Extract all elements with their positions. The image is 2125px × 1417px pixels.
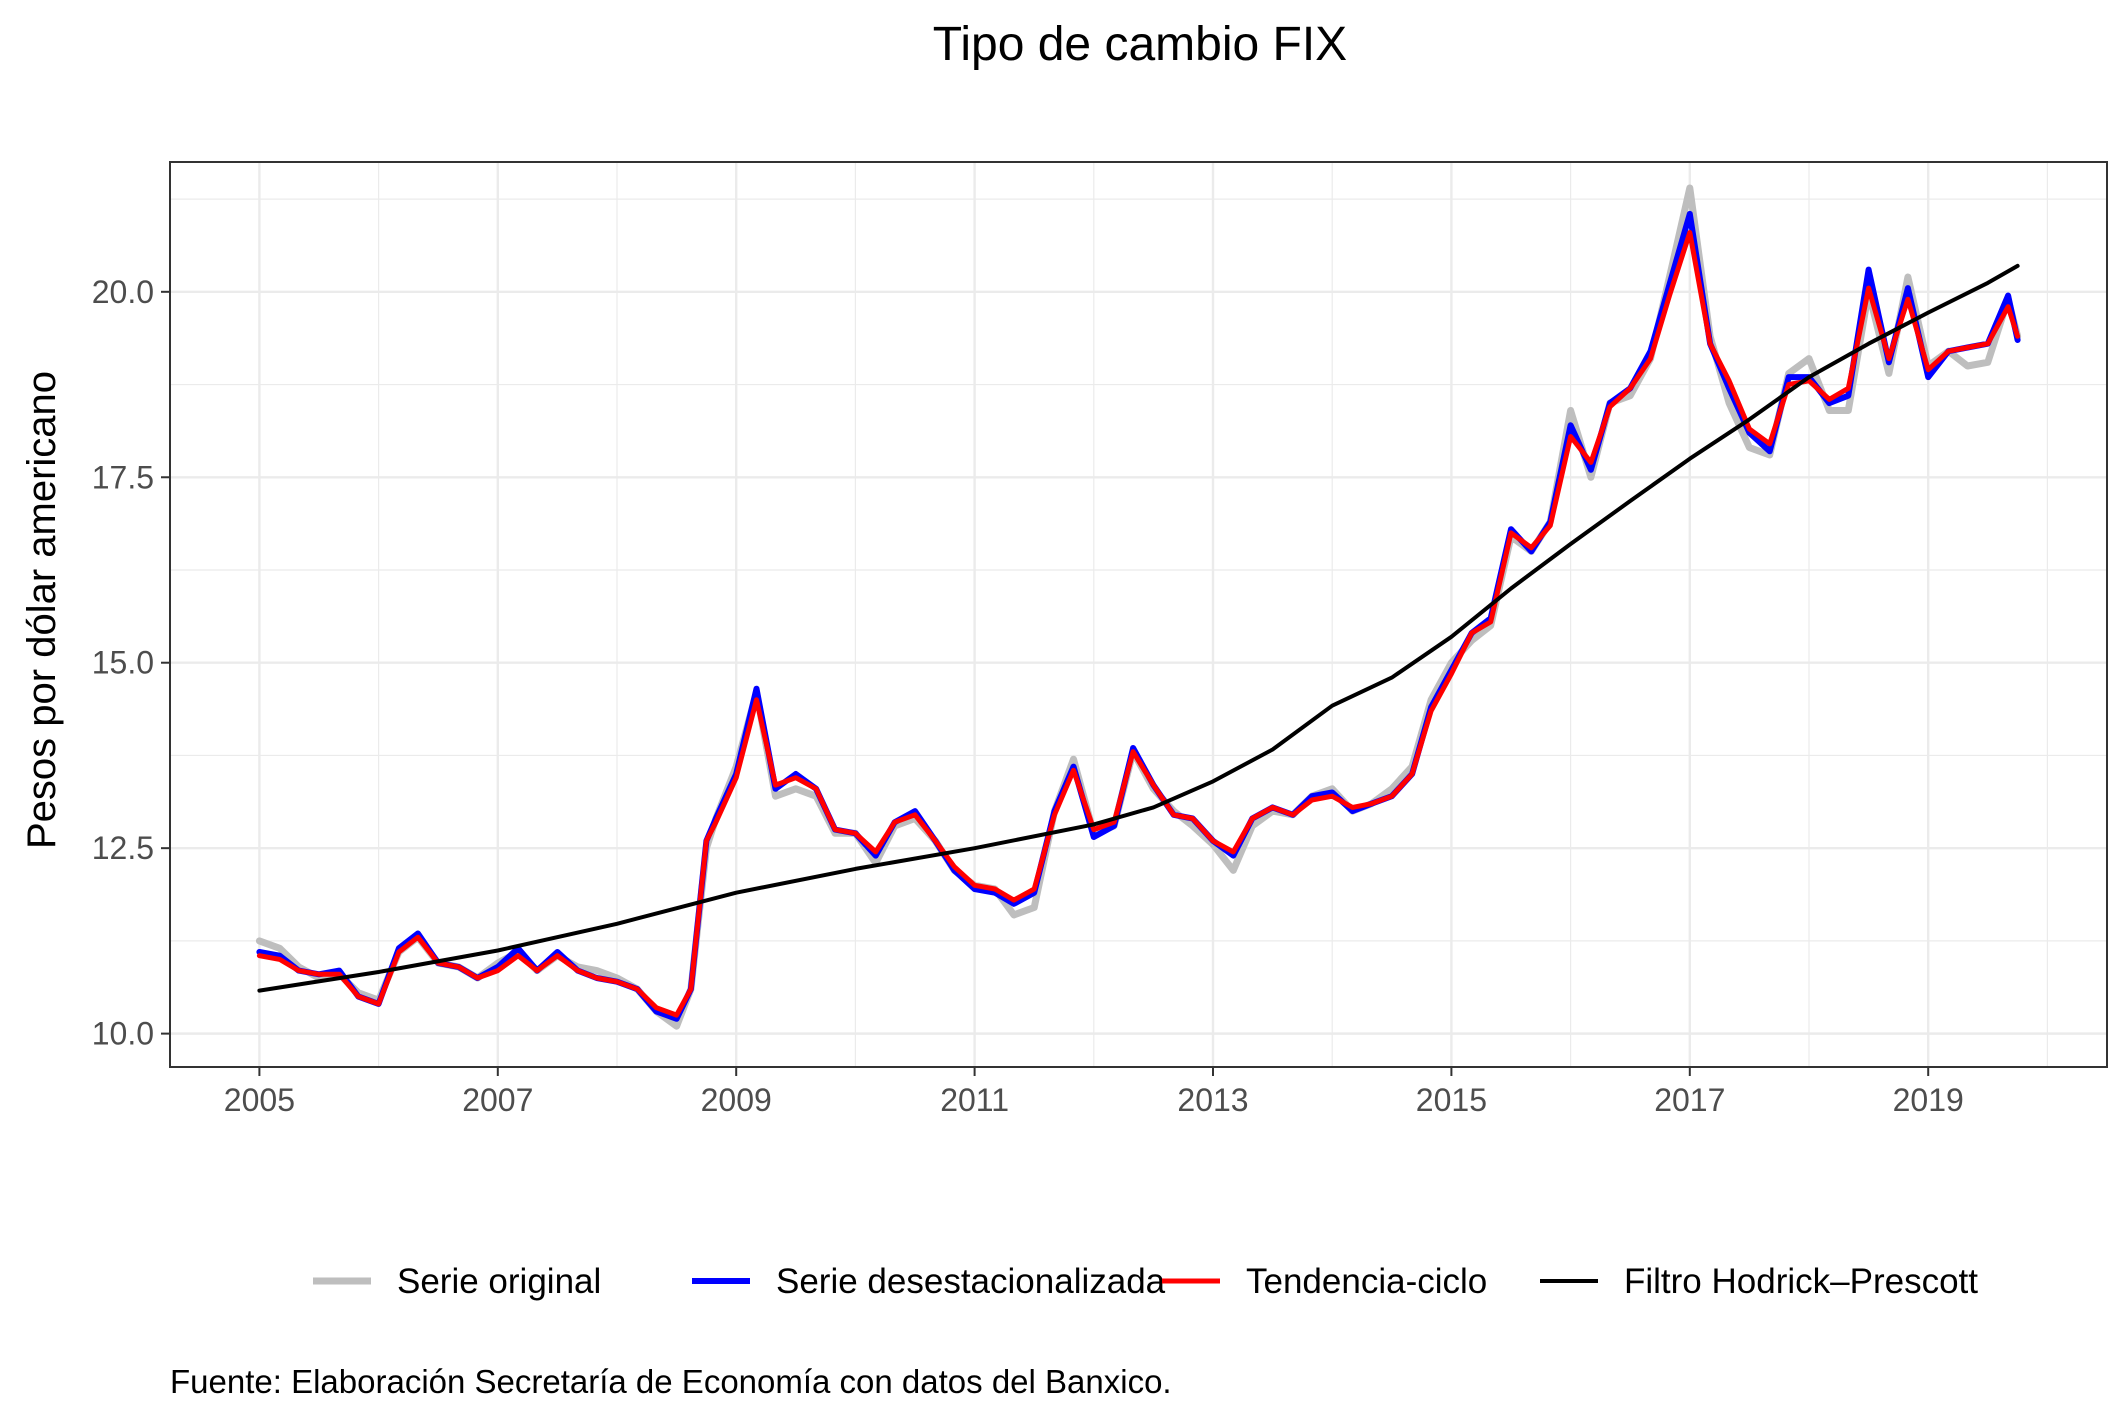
y-axis: 10.0 12.5 15.0 17.5 20.0 [92,274,170,1052]
grid-major [170,162,2107,1067]
x-tick-label: 2011 [940,1082,1009,1118]
x-axis: 2005 2007 2009 2011 2013 2015 2017 2019 [224,1067,1964,1118]
x-tick-label: 2005 [224,1082,295,1118]
x-tick-label: 2017 [1654,1082,1725,1118]
series-line-4 [257,263,2020,993]
series-line-3 [256,230,2021,1018]
plot-panel [169,161,2108,1068]
x-tick-label: 2015 [1416,1082,1487,1118]
legend-label-2: Serie desestacionalizada [776,1262,1166,1301]
chart-title: Tipo de cambio FIX [933,18,1347,71]
legend-label-3: Tendencia-ciclo [1246,1262,1487,1301]
y-tick-label: 15.0 [92,645,154,681]
panel-border [169,161,2108,1068]
legend: Serie original Serie desestacionalizada Te… [313,1262,1978,1301]
y-tick-label: 17.5 [92,459,154,495]
x-tick-label: 2019 [1893,1082,1964,1118]
y-axis-title: Pesos por dólar americano [20,371,64,849]
series-layer [255,184,2022,1030]
panel-background [170,162,2107,1067]
x-tick-label: 2013 [1177,1082,1248,1118]
caption: Fuente: Elaboración Secretaría de Econom… [170,1363,1172,1400]
legend-label-1: Serie original [397,1262,601,1301]
legend-label-4: Filtro Hodrick–Prescott [1624,1262,1978,1301]
y-tick-label: 12.5 [92,830,154,866]
x-tick-label: 2007 [462,1082,533,1118]
y-tick-label: 10.0 [92,1016,154,1052]
x-tick-label: 2009 [701,1082,772,1118]
series-line-2 [256,210,2021,1022]
y-tick-label: 20.0 [92,274,154,310]
